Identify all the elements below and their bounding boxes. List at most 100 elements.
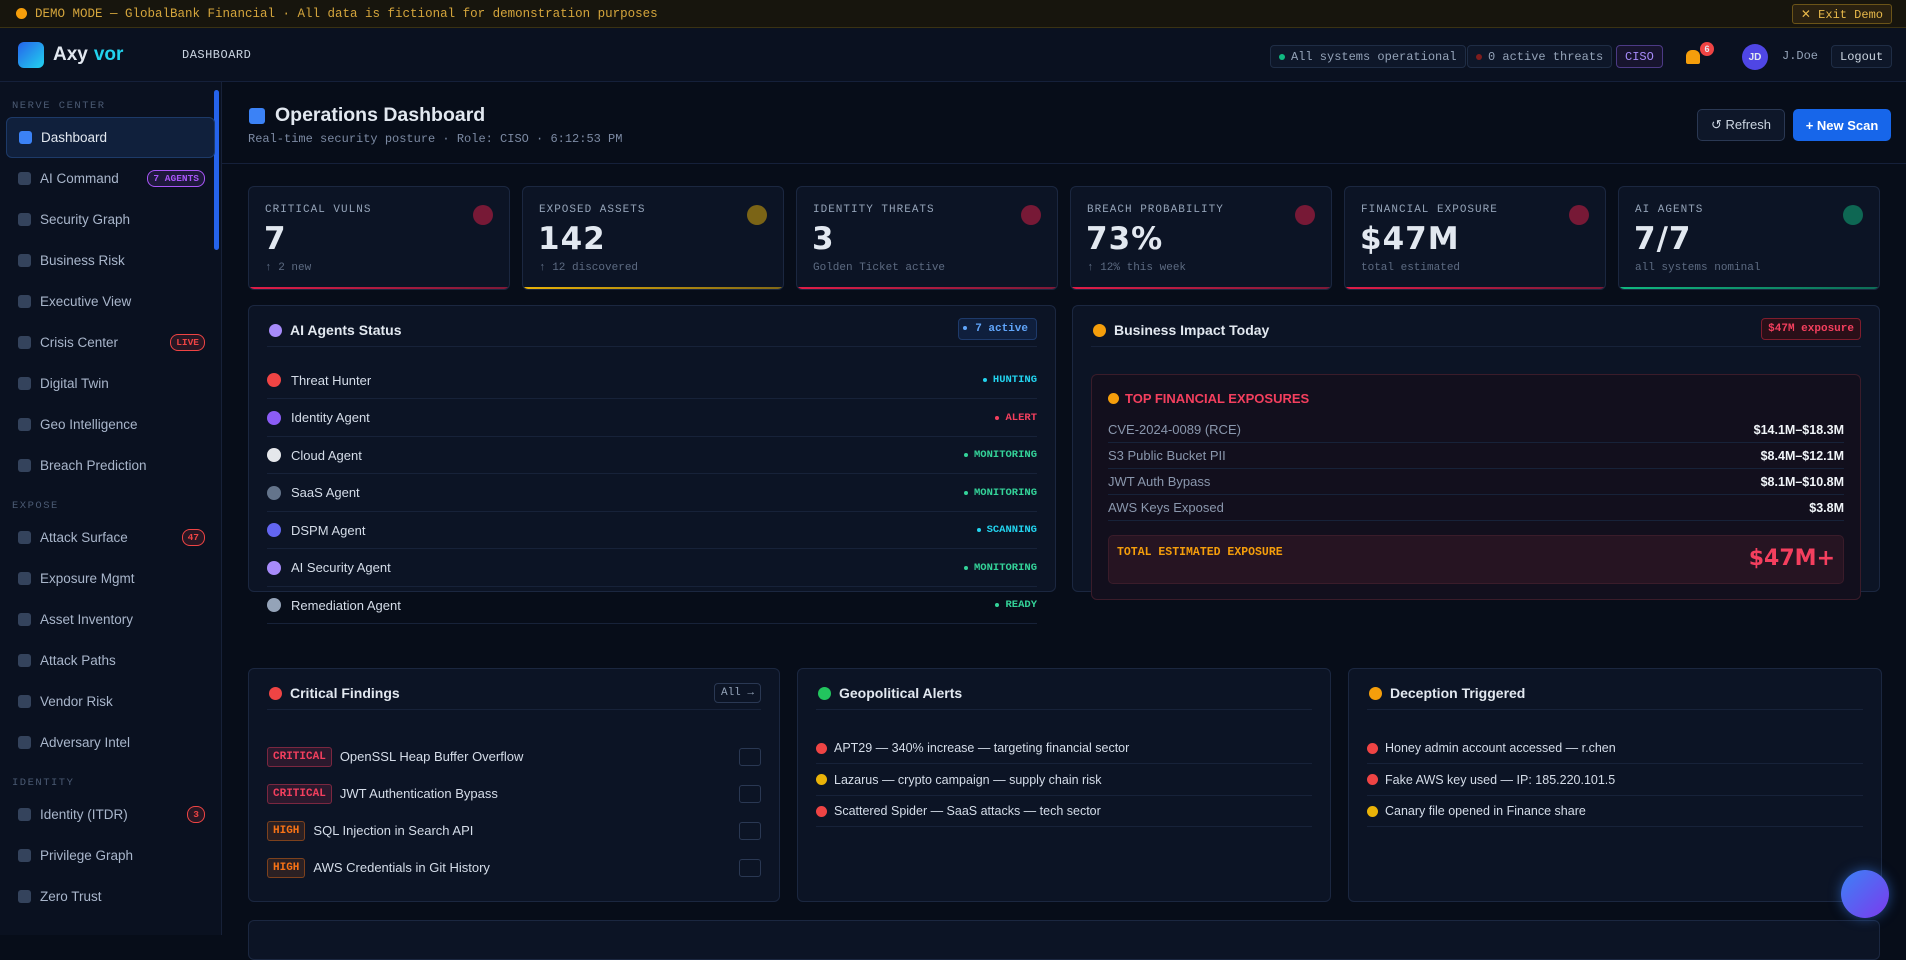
sidebar-label: Executive View bbox=[40, 294, 132, 309]
sidebar-icon bbox=[18, 736, 31, 749]
finding-open[interactable] bbox=[739, 784, 761, 803]
sidebar-icon bbox=[18, 418, 31, 431]
status-dot bbox=[982, 378, 987, 382]
panel-title-text: Critical Findings bbox=[290, 685, 400, 701]
exit-demo-button[interactable]: ✕ Exit Demo bbox=[1791, 4, 1892, 24]
kpi-sub: ↑ 12% this week bbox=[1087, 262, 1187, 274]
agent-row: Remediation Agent READY bbox=[267, 587, 1037, 624]
sidebar-icon bbox=[18, 172, 31, 185]
agent-name: AI Security Agent bbox=[291, 560, 391, 575]
sidebar-label: Crisis Center bbox=[40, 335, 119, 350]
sidebar-item[interactable]: AI Command 7 AGENTS bbox=[6, 158, 215, 199]
deception-icon bbox=[1367, 742, 1378, 754]
kpi-accent bbox=[523, 287, 783, 289]
finding-row: CRITICAL JWT Authentication Bypass bbox=[267, 775, 761, 812]
status-text: ALERT bbox=[1005, 411, 1037, 424]
kpi-value: 73% bbox=[1086, 221, 1164, 257]
sidebar-item[interactable]: Executive View bbox=[6, 281, 215, 322]
scrollbar bbox=[214, 90, 219, 250]
panel-title: Business Impact Today bbox=[1093, 322, 1269, 338]
kpi-value: 7/7 bbox=[1634, 221, 1692, 257]
sidebar-item[interactable]: Geo Intelligence bbox=[6, 404, 215, 445]
kpi-value: 3 bbox=[812, 221, 835, 257]
page-label: DASHBOARD bbox=[182, 48, 252, 62]
assistant-button[interactable] bbox=[1841, 870, 1889, 918]
finding-open[interactable] bbox=[739, 858, 761, 877]
kpi-icon bbox=[473, 205, 493, 225]
role-pill[interactable]: CISO bbox=[1616, 45, 1663, 68]
all-button[interactable]: All → bbox=[713, 683, 761, 703]
total-label: TOTAL ESTIMATED EXPOSURE bbox=[1117, 546, 1283, 559]
kpi-card: FINANCIAL EXPOSURE $47M total estimated bbox=[1344, 186, 1606, 290]
status-text: MONITORING bbox=[973, 449, 1037, 461]
sidebar-icon bbox=[18, 572, 31, 585]
sidebar-item[interactable]: Exposure Mgmt bbox=[6, 558, 215, 599]
sidebar-section: IDENTITY bbox=[12, 777, 75, 789]
logout-button[interactable]: Logout bbox=[1831, 45, 1893, 68]
exposure-row: AWS Keys Exposed $3.8M bbox=[1108, 495, 1844, 521]
bell-icon[interactable] bbox=[1686, 50, 1700, 64]
demo-banner: DEMO MODE — GlobalBank Financial · All d… bbox=[0, 0, 1906, 28]
divider bbox=[1367, 709, 1863, 710]
finding-row: HIGH AWS Credentials in Git History bbox=[267, 849, 761, 886]
avatar[interactable]: JD bbox=[1742, 44, 1768, 70]
sidebar-item[interactable]: Dashboard bbox=[6, 117, 215, 158]
sidebar-section: EXPOSE bbox=[12, 500, 59, 512]
sidebar-item[interactable]: Vendor Risk bbox=[6, 681, 215, 722]
sidebar-icon bbox=[18, 613, 31, 626]
panel-title-text: Business Impact Today bbox=[1114, 322, 1270, 338]
agent-row: DSPM Agent SCANNING bbox=[267, 512, 1037, 549]
agent-icon bbox=[267, 448, 281, 462]
sidebar-item[interactable]: Business Risk bbox=[6, 240, 215, 281]
finding-open[interactable] bbox=[739, 821, 761, 840]
agent-status: MONITORING bbox=[963, 487, 1037, 499]
panel-icon bbox=[1369, 686, 1382, 700]
sidebar-item[interactable]: Crisis Center LIVE bbox=[6, 322, 215, 363]
logo-text: Axy bbox=[53, 44, 88, 65]
kpi-label: IDENTITY THREATS bbox=[813, 204, 935, 216]
sidebar-item[interactable]: Breach Prediction bbox=[6, 445, 215, 486]
sidebar-item[interactable]: Security Graph bbox=[6, 199, 215, 240]
status-dot bbox=[995, 603, 1000, 607]
refresh-button[interactable]: ↺ Refresh bbox=[1697, 109, 1785, 141]
kpi-icon bbox=[747, 205, 767, 225]
agent-icon bbox=[267, 523, 281, 537]
new-scan-button[interactable]: + New Scan bbox=[1793, 109, 1891, 141]
sidebar-item[interactable]: Privilege Graph bbox=[6, 835, 215, 876]
finding-open[interactable] bbox=[739, 747, 761, 766]
exposure-row: S3 Public Bucket PII $8.4M–$12.1M bbox=[1108, 443, 1844, 469]
sidebar-icon bbox=[18, 849, 31, 862]
sidebar-badge: 47 bbox=[181, 529, 205, 546]
deception-text: Canary file opened in Finance share bbox=[1385, 804, 1586, 818]
agent-row: AI Security Agent MONITORING bbox=[267, 550, 1037, 587]
exposure-badge: $47M exposure bbox=[1761, 318, 1861, 340]
agent-icon bbox=[267, 598, 281, 612]
divider bbox=[816, 709, 1312, 710]
sidebar-item[interactable]: Identity (ITDR) 3 bbox=[6, 794, 215, 835]
logo[interactable]: Axy vor bbox=[18, 42, 123, 68]
exposure-value: $14.1M–$18.3M bbox=[1753, 422, 1844, 437]
severity-badge: CRITICAL bbox=[267, 783, 332, 804]
divider bbox=[267, 709, 761, 710]
exposure-value: $8.4M–$12.1M bbox=[1760, 448, 1844, 463]
sidebar-item[interactable]: Asset Inventory bbox=[6, 599, 215, 640]
deception-icon bbox=[1367, 805, 1378, 817]
kpi-accent bbox=[1345, 287, 1605, 289]
sidebar-item[interactable]: Digital Twin bbox=[6, 363, 215, 404]
kpi-card: AI AGENTS 7/7 all systems nominal bbox=[1618, 186, 1880, 290]
kpi-sub: all systems nominal bbox=[1635, 262, 1761, 274]
sidebar-item[interactable]: Adversary Intel bbox=[6, 722, 215, 763]
total-value: $47M+ bbox=[1748, 546, 1835, 571]
divider bbox=[1091, 346, 1861, 347]
sidebar-item[interactable]: Zero Trust bbox=[6, 876, 215, 917]
notification-count: 6 bbox=[1700, 42, 1714, 56]
sidebar-badge: 7 AGENTS bbox=[147, 170, 205, 187]
sidebar-label: Vendor Risk bbox=[40, 694, 113, 709]
sidebar-item[interactable]: Attack Paths bbox=[6, 640, 215, 681]
kpi-icon bbox=[1021, 205, 1041, 225]
finding-title: AWS Credentials in Git History bbox=[313, 860, 490, 875]
agent-status: MONITORING bbox=[963, 562, 1037, 574]
severity-badge: HIGH bbox=[267, 820, 306, 841]
kpi-card: EXPOSED ASSETS 142 ↑ 12 discovered bbox=[522, 186, 784, 290]
sidebar-item[interactable]: Attack Surface 47 bbox=[6, 517, 215, 558]
